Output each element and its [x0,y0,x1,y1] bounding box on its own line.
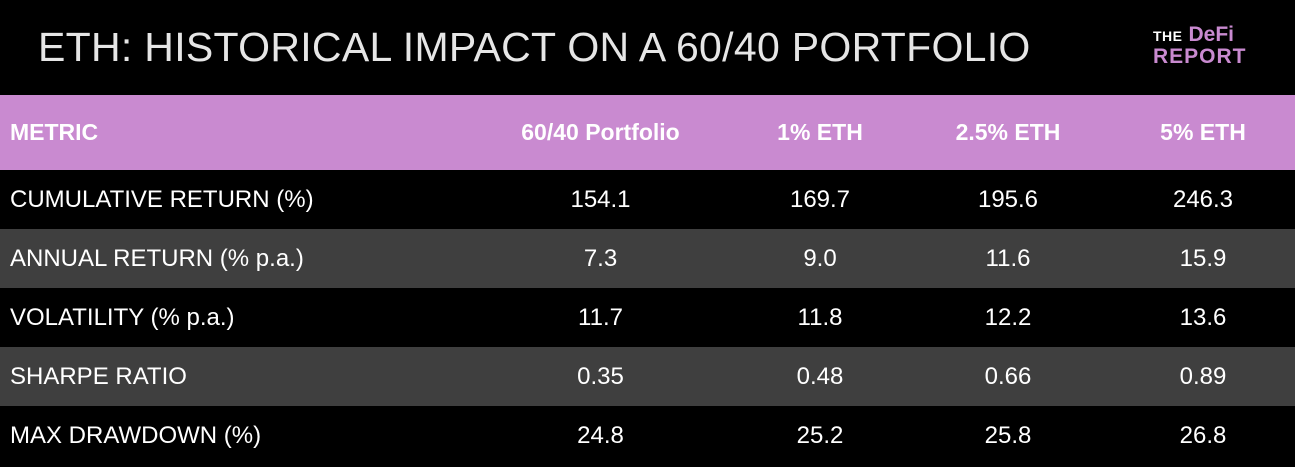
table-cell: 25.2 [796,421,844,449]
header-bar: ETH: HISTORICAL IMPACT ON A 60/40 PORTFO… [0,0,1295,95]
page-title: ETH: HISTORICAL IMPACT ON A 60/40 PORTFO… [38,24,1031,70]
table-cell: 154.1 [570,185,631,213]
table-cell: 11.8 [797,303,843,331]
table-cell: 0.89 [1179,362,1227,390]
column-header-2-5-pct-eth: 2.5% ETH [955,119,1061,145]
table-cell: 13.6 [1179,303,1227,331]
table-row-sharpe-ratio: SHARPE RATIO 0.35 0.48 0.66 0.89 [0,347,1295,406]
table-row-cumulative-return: CUMULATIVE RETURN (%) 154.1 169.7 195.6 … [0,170,1295,229]
table-cell: 195.6 [977,185,1039,213]
table-row-max-drawdown: MAX DRAWDOWN (%) 24.8 25.2 25.8 26.8 [0,406,1295,465]
brand-logo: THE DeFi REPORT [1153,23,1263,73]
table-row-volatility: VOLATILITY (% p.a.) 11.7 11.8 12.2 13.6 [0,288,1295,347]
table-cell: 11.6 [985,244,1031,272]
logo-defi-text: DeFi [1188,23,1235,46]
table-header-row: METRIC 60/40 Portfolio 1% ETH 2.5% ETH 5… [0,95,1295,170]
table-cell: 24.8 [577,421,624,449]
table-cell: 9.0 [803,244,837,272]
table-cell: 11.7 [578,303,623,331]
metric-label: ANNUAL RETURN (% p.a.) [10,244,304,272]
column-header-5-pct-eth: 5% ETH [1160,119,1246,145]
table-cell: 15.9 [1179,244,1227,272]
column-header-60-40-portfolio: 60/40 Portfolio [521,119,680,145]
table-cell: 7.3 [583,244,618,272]
table-cell: 0.35 [577,362,624,390]
table-row-annual-return: ANNUAL RETURN (% p.a.) 7.3 9.0 11.6 15.9 [0,229,1295,288]
metric-label: VOLATILITY (% p.a.) [10,303,235,331]
column-header-metric: METRIC [10,119,99,145]
table-cell: 0.48 [796,362,844,390]
table-cell: 12.2 [984,303,1032,331]
metric-label: CUMULATIVE RETURN (%) [10,185,314,213]
table-cell: 246.3 [1172,185,1234,213]
metrics-table: METRIC 60/40 Portfolio 1% ETH 2.5% ETH 5… [0,95,1295,465]
column-header-1-pct-eth: 1% ETH [777,119,863,145]
logo-line-1: THE DeFi [1153,23,1263,46]
table-cell: 169.7 [789,185,851,213]
metric-label: SHARPE RATIO [10,362,187,390]
table-cell: 25.8 [984,421,1032,449]
metric-label: MAX DRAWDOWN (%) [10,421,262,449]
table-cell: 26.8 [1179,421,1227,449]
logo-report-text: REPORT [1153,45,1247,68]
logo-the-text: THE [1153,28,1183,44]
table-cell: 0.66 [984,362,1032,390]
